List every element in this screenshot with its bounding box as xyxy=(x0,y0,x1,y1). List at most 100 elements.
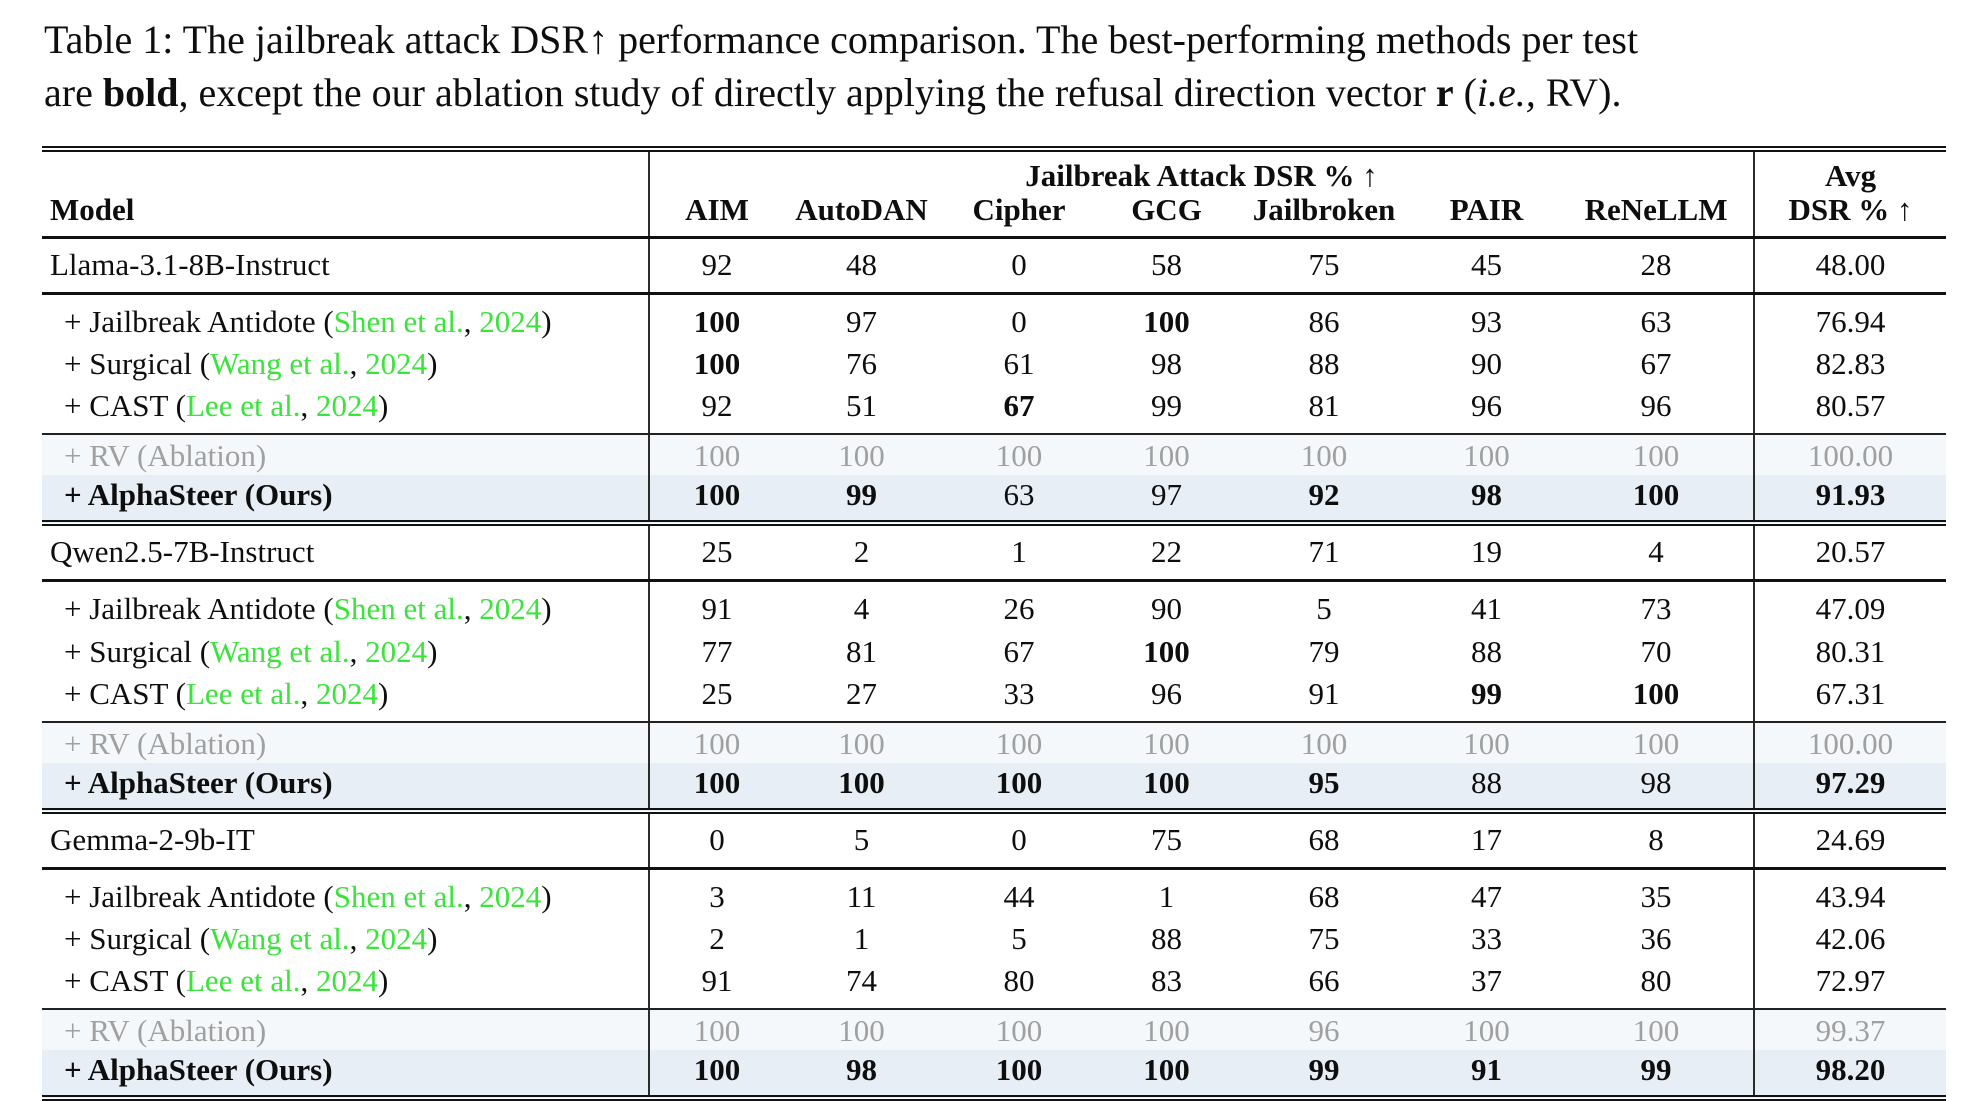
dsr-value: 100 xyxy=(648,721,784,763)
dsr-value: 97 xyxy=(1099,475,1234,527)
dsr-value: 27 xyxy=(784,672,939,723)
dsr-value: 71 xyxy=(1234,523,1414,583)
rv-label: + RV (Ablation) xyxy=(42,721,649,763)
dsr-value: 33 xyxy=(939,672,1099,723)
avg-value: 20.57 xyxy=(1753,523,1947,583)
alphasteer-row: + AlphaSteer (Ours) 100 100 100 100 95 88 98 97.… xyxy=(42,762,1947,814)
dsr-value: 100 xyxy=(648,1050,784,1099)
dsr-value: 11 xyxy=(846,879,877,914)
dsr-value: 1 xyxy=(853,921,870,957)
caption-text: are xyxy=(44,69,103,115)
dsr-value: 45 xyxy=(1414,237,1559,295)
avg-value: 72.97 xyxy=(1753,960,1947,1011)
avg-value: 43.94 xyxy=(1753,868,1947,919)
avg-value: 99.37 xyxy=(1753,1009,1947,1051)
citation-year-link[interactable]: 2024 xyxy=(479,591,542,627)
dsr-value: 22 xyxy=(1099,523,1234,583)
citation-link[interactable]: Wang et al. xyxy=(210,633,350,669)
dsr-value: 75 xyxy=(1308,921,1340,957)
citation-link[interactable]: Shen et al. xyxy=(333,303,464,339)
dsr-value: 99 xyxy=(784,475,939,527)
dsr-value: 100 xyxy=(1143,303,1190,339)
method-row: + Surgical (Wang et al., 2024) 77 81 67 100 7… xyxy=(42,630,1947,673)
method-name-suffix: ) xyxy=(377,388,389,424)
rv-ablation-row: + RV (Ablation) 100 100 100 100 100 100 100 100.… xyxy=(42,434,1947,476)
method-name: + Surgical ( xyxy=(64,921,211,957)
dsr-value: 96 xyxy=(1414,385,1559,436)
dsr-value: 100 xyxy=(1559,1009,1755,1051)
column-header-pair: PAIR xyxy=(1414,192,1559,239)
dsr-value: 86 xyxy=(1308,303,1340,339)
dsr-value: 100 xyxy=(1414,721,1559,763)
method-name: + CAST ( xyxy=(64,388,186,424)
method-name-suffix: ) xyxy=(377,963,389,999)
avg-value: 80.57 xyxy=(1753,385,1947,436)
citation-link[interactable]: Lee et al. xyxy=(186,675,301,711)
avg-value: 82.83 xyxy=(1753,342,1947,386)
dsr-value: 83 xyxy=(1099,960,1234,1011)
method-row: + CAST (Lee et al., 2024) 91 74 80 83 66 37 80 7… xyxy=(42,960,1947,1011)
dsr-value: 81 xyxy=(846,633,877,669)
citation-year-link[interactable]: 2024 xyxy=(479,879,542,914)
dsr-value: 0 xyxy=(648,810,784,870)
citation-year-link[interactable]: 2024 xyxy=(315,388,378,424)
results-table: Jailbreak Attack DSR % ↑ Avg Model AIM A… xyxy=(42,145,1947,1101)
dsr-value: 100 xyxy=(1099,434,1234,476)
citation-year-link[interactable]: 2024 xyxy=(479,303,542,339)
dsr-value: 100 xyxy=(939,762,1099,814)
citation-link[interactable]: Wang et al. xyxy=(210,345,350,381)
citation-year-link[interactable]: 2024 xyxy=(315,675,378,711)
dsr-value: 36 xyxy=(1640,921,1672,957)
citation-year-link[interactable]: 2024 xyxy=(365,633,428,669)
column-header-gcg: GCG xyxy=(1099,192,1234,239)
avg-value: 91.93 xyxy=(1753,475,1947,527)
dsr-value: 100 xyxy=(1099,721,1234,763)
dsr-value: 2 xyxy=(648,918,784,961)
dsr-value: 90 xyxy=(1471,345,1502,381)
alphasteer-label: + AlphaSteer (Ours) xyxy=(42,475,649,527)
alphasteer-row: + AlphaSteer (Ours) 100 99 63 97 92 98 100 91.93 xyxy=(42,475,1947,527)
dsr-value: 100 xyxy=(648,475,784,527)
rv-label: + RV (Ablation) xyxy=(42,434,649,476)
dsr-value: 80 xyxy=(939,960,1099,1011)
method-label: + Jailbreak Antidote (Shen et al., 2024) xyxy=(42,293,649,343)
citation-link[interactable]: Lee et al. xyxy=(186,963,301,999)
dsr-value: 48 xyxy=(784,237,939,295)
method-name-suffix: ) xyxy=(427,921,438,957)
dsr-value: 75 xyxy=(1234,237,1414,295)
citation-year-link[interactable]: 2024 xyxy=(315,963,378,999)
method-name: + CAST ( xyxy=(64,963,186,999)
citation-link[interactable]: Shen et al. xyxy=(333,591,464,627)
column-header-aim: AIM xyxy=(648,192,784,239)
base-model-row: Qwen2.5-7B-Instruct 25 2 1 22 71 19 4 20.57 xyxy=(42,523,1947,583)
method-label: + Surgical (Wang et al., 2024) xyxy=(42,631,649,673)
avg-value: 24.69 xyxy=(1753,810,1947,870)
citation-separator: , xyxy=(463,591,480,627)
citation-link[interactable]: Wang et al. xyxy=(210,921,350,957)
dsr-value: 96 xyxy=(1099,672,1234,723)
citation-link[interactable]: Lee et al. xyxy=(186,388,301,424)
dsr-value: 88 xyxy=(1151,921,1182,957)
table-header: Jailbreak Attack DSR % ↑ Avg Model AIM A… xyxy=(42,148,1947,239)
citation-year-link[interactable]: 2024 xyxy=(365,921,428,957)
citation-separator: , xyxy=(349,921,366,957)
avg-value: 100.00 xyxy=(1753,721,1947,763)
dsr-value: 80 xyxy=(1559,960,1755,1011)
dsr-value: 100 xyxy=(648,293,784,343)
avg-value: 67.31 xyxy=(1753,672,1947,723)
citation-link[interactable]: Shen et al. xyxy=(333,879,464,914)
model-name: Gemma-2-9b-IT xyxy=(42,810,649,870)
rv-ablation-row: + RV (Ablation) 100 100 100 100 100 100 100 100.… xyxy=(42,721,1947,763)
dsr-value: 100 xyxy=(1414,434,1559,476)
dsr-value: 73 xyxy=(1640,591,1672,627)
method-row: + Surgical (Wang et al., 2024) 100 76 61 98 8… xyxy=(42,342,1947,386)
dsr-value: 100 xyxy=(1234,434,1414,476)
dsr-value: 5 xyxy=(1011,921,1027,957)
dsr-value: 100 xyxy=(1099,762,1234,814)
avg-value: 98.20 xyxy=(1753,1050,1947,1099)
method-row: + Surgical (Wang et al., 2024) 2 1 5 88 75 33 3… xyxy=(42,918,1947,961)
dsr-value: 0 xyxy=(1011,303,1027,339)
citation-year-link[interactable]: 2024 xyxy=(365,345,428,381)
dsr-value: 63 xyxy=(939,475,1099,527)
column-header-jailbroken: Jailbroken xyxy=(1234,192,1414,239)
